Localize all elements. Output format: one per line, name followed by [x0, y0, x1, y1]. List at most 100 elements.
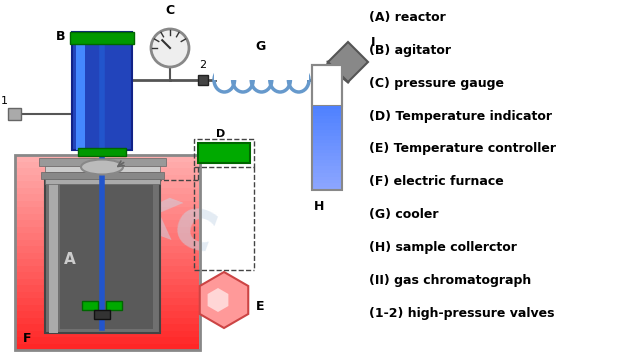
Bar — [312, 65, 342, 190]
Bar — [313, 116, 341, 120]
Bar — [16, 232, 199, 240]
Text: (D) Temperature indicator: (D) Temperature indicator — [369, 110, 552, 122]
Bar — [16, 239, 199, 246]
Bar — [313, 163, 341, 166]
Bar — [313, 176, 341, 180]
Bar — [313, 156, 341, 160]
Polygon shape — [200, 272, 248, 328]
Text: F: F — [23, 332, 32, 345]
Text: B: B — [56, 30, 66, 43]
Bar — [313, 149, 341, 153]
Bar — [198, 143, 250, 163]
Bar — [45, 166, 160, 172]
Bar — [45, 179, 160, 184]
Bar — [16, 252, 199, 259]
Bar — [78, 148, 126, 156]
Text: (1-2) high-pressure valves: (1-2) high-pressure valves — [369, 307, 554, 320]
Bar — [313, 179, 341, 183]
Bar — [16, 317, 199, 324]
Bar — [313, 119, 341, 123]
Bar — [251, 66, 272, 80]
Bar — [313, 173, 341, 176]
Text: (II) gas chromatograph: (II) gas chromatograph — [369, 274, 531, 287]
Text: G: G — [255, 40, 265, 53]
Text: (B) agitator: (B) agitator — [369, 44, 451, 57]
Bar — [16, 343, 199, 350]
Text: 1: 1 — [1, 96, 8, 106]
Bar — [288, 66, 309, 80]
Bar — [16, 310, 199, 318]
Bar — [72, 32, 132, 150]
Bar — [232, 66, 253, 80]
Bar — [15, 155, 200, 350]
Text: (E) Temperature controller: (E) Temperature controller — [369, 142, 556, 155]
Bar — [16, 219, 199, 227]
Bar — [313, 153, 341, 156]
Bar — [313, 136, 341, 140]
Bar — [16, 213, 199, 220]
Ellipse shape — [81, 160, 123, 174]
Bar — [313, 146, 341, 150]
Text: kc: kc — [119, 174, 228, 270]
Bar — [313, 139, 341, 143]
Bar — [39, 158, 166, 166]
Bar — [16, 330, 199, 337]
Bar — [16, 161, 199, 168]
Bar — [16, 271, 199, 279]
Bar — [16, 304, 199, 311]
Text: I: I — [371, 36, 376, 49]
Text: (H) sample collerctor: (H) sample collerctor — [369, 241, 517, 254]
Text: (C) pressure gauge: (C) pressure gauge — [369, 77, 504, 90]
Bar — [313, 159, 341, 163]
Bar — [41, 172, 164, 179]
Bar — [94, 310, 110, 319]
Bar — [313, 132, 341, 136]
Bar — [313, 169, 341, 173]
Text: A: A — [64, 252, 76, 267]
Text: (G) cooler: (G) cooler — [369, 208, 438, 221]
Bar — [16, 285, 199, 291]
Bar — [45, 178, 160, 333]
Polygon shape — [328, 42, 368, 82]
Bar — [60, 182, 153, 329]
Bar — [8, 108, 21, 120]
Bar — [313, 186, 341, 190]
Bar — [16, 155, 199, 161]
Text: (F) electric furnace: (F) electric furnace — [369, 175, 503, 188]
Text: 2: 2 — [199, 60, 206, 70]
Bar — [16, 187, 199, 194]
Bar — [16, 207, 199, 213]
Bar — [313, 126, 341, 130]
Text: E: E — [256, 300, 265, 313]
Bar — [16, 226, 199, 233]
Bar — [16, 278, 199, 285]
Bar — [16, 180, 199, 188]
Bar — [16, 258, 199, 266]
Bar — [313, 109, 341, 113]
Bar — [70, 32, 134, 44]
Bar — [16, 265, 199, 272]
Text: H: H — [314, 200, 324, 213]
Text: (A) reactor: (A) reactor — [369, 11, 446, 24]
Bar — [313, 183, 341, 187]
Bar — [313, 129, 341, 133]
Bar — [16, 200, 199, 207]
Text: D: D — [216, 129, 226, 139]
Bar — [313, 142, 341, 146]
Bar — [16, 291, 199, 298]
Bar — [194, 139, 254, 167]
Bar — [16, 174, 199, 181]
Bar — [313, 106, 341, 109]
Bar — [76, 32, 85, 150]
Bar — [16, 337, 199, 343]
Bar — [16, 194, 199, 200]
Bar — [214, 66, 234, 80]
Bar — [270, 66, 290, 80]
Polygon shape — [208, 288, 228, 312]
Bar — [82, 301, 98, 310]
Bar — [106, 301, 122, 310]
Bar — [313, 166, 341, 170]
Bar — [198, 75, 208, 85]
Bar — [313, 112, 341, 116]
Bar — [16, 324, 199, 330]
